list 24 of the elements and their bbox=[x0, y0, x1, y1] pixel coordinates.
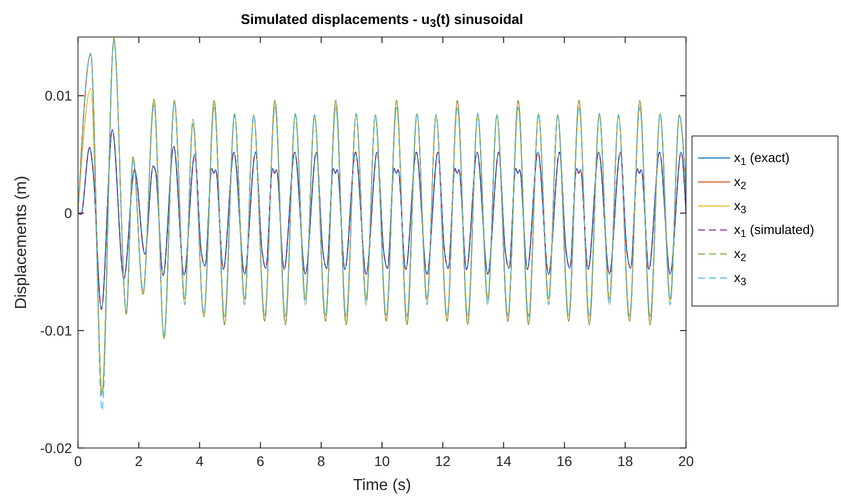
y-tick-label: -0.01 bbox=[40, 322, 72, 339]
y-tick-label: -0.02 bbox=[40, 440, 72, 456]
y-tick-label: 0.01 bbox=[44, 88, 72, 104]
x-axis-title: Time (s) bbox=[352, 477, 412, 494]
x-tick-label: 0 bbox=[74, 453, 82, 469]
x-tick-label: 20 bbox=[678, 453, 694, 469]
legend-label: x$_{1}$ (exact) bbox=[734, 150, 790, 168]
x-tick-label: 6 bbox=[256, 453, 264, 469]
x-tick-label: 18 bbox=[617, 453, 634, 469]
y-tick-label: 0 bbox=[64, 205, 72, 222]
x-tick-label: 2 bbox=[134, 453, 143, 469]
chart-title: Simulated displacements - u$_{3}$(t) sinusoidal bbox=[240, 11, 524, 30]
x-tick-label: 8 bbox=[317, 453, 326, 469]
legend-label: x$_{1}$ (simulated) bbox=[734, 222, 814, 240]
legend-label: x$_{3}$ bbox=[734, 198, 746, 216]
x-tick-label: 10 bbox=[374, 453, 390, 469]
x-tick-label: 14 bbox=[496, 453, 512, 469]
x-tick-label: 4 bbox=[196, 453, 204, 469]
legend-label: x$_{2}$ bbox=[734, 246, 746, 264]
legend-label: x$_{2}$ bbox=[734, 174, 746, 192]
y-axis-title: Displacements (m) bbox=[13, 176, 30, 310]
x-tick-label: 16 bbox=[556, 453, 572, 469]
x-tick-label: 12 bbox=[435, 453, 451, 469]
legend-label: x$_{3}$ bbox=[734, 270, 746, 288]
